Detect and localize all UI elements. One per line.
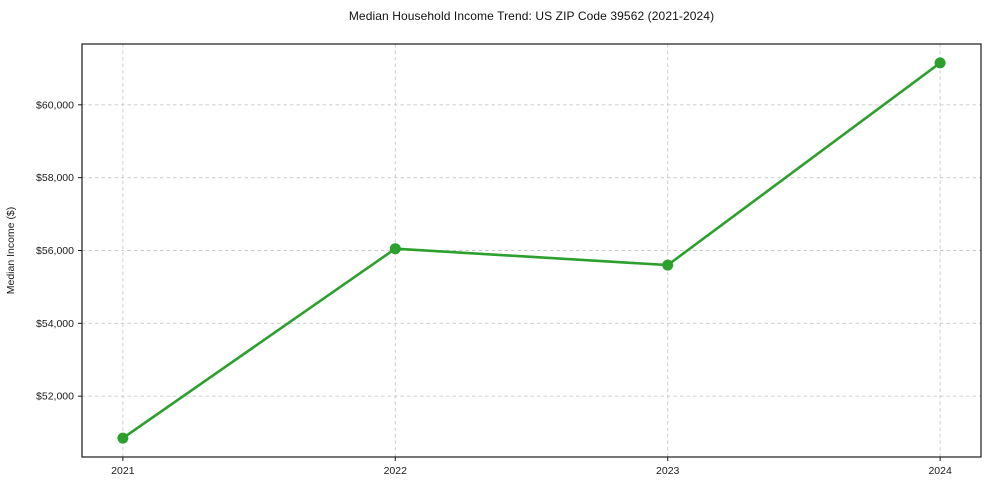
data-point <box>662 259 674 271</box>
data-point <box>934 57 946 69</box>
x-tick-label: 2024 <box>928 465 952 477</box>
x-tick-label: 2023 <box>656 465 680 477</box>
chart-title: Median Household Income Trend: US ZIP Co… <box>348 9 715 23</box>
y-tick-label: $58,000 <box>36 172 74 184</box>
x-tick-label: 2022 <box>384 465 408 477</box>
x-tick-label: 2021 <box>111 465 135 477</box>
data-point <box>389 243 401 255</box>
y-tick-label: $54,000 <box>36 318 74 330</box>
y-tick-label: $52,000 <box>36 391 74 403</box>
data-point <box>117 432 129 444</box>
y-tick-label: $56,000 <box>36 245 74 257</box>
y-axis-label: Median Income ($) <box>5 207 17 295</box>
trend-line <box>121 61 942 440</box>
y-tick-label: $60,000 <box>36 99 74 111</box>
